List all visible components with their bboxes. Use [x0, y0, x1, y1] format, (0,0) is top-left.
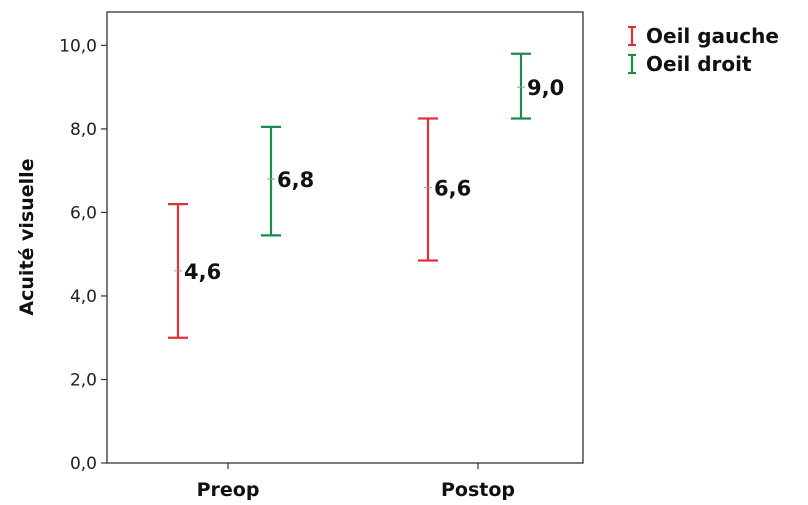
error-bars [168, 52, 531, 339]
error-bar [418, 117, 438, 262]
data-label: 6,8 [277, 168, 314, 192]
data-label: 9,0 [527, 76, 564, 100]
legend-label: Oeil droit [646, 52, 752, 76]
y-axis-label: Acuité visuelle [16, 158, 38, 315]
y-tick-label: 6,0 [70, 203, 97, 223]
y-tick-label: 10,0 [59, 36, 97, 56]
plot-border [106, 11, 584, 464]
y-tick-label: 8,0 [70, 120, 97, 140]
plot-area [106, 11, 584, 464]
legend-label: Oeil gauche [646, 24, 779, 48]
error-bar [261, 125, 281, 237]
legend: Oeil gauche Oeil droit [628, 24, 779, 76]
data-label: 6,6 [434, 176, 471, 200]
x-tick-label: Postop [441, 479, 515, 501]
legend-item: Oeil droit [628, 52, 752, 76]
x-axis: Preop Postop [197, 463, 515, 501]
y-tick-label: 4,0 [70, 287, 97, 307]
legend-item: Oeil gauche [628, 24, 779, 48]
data-label: 4,6 [184, 260, 221, 284]
y-tick-label: 0,0 [70, 454, 97, 474]
x-tick-label: Preop [197, 479, 260, 501]
y-axis: 0,0 2,0 4,0 6,0 8,0 10,0 [59, 36, 107, 474]
error-bar [511, 52, 531, 120]
error-bar [168, 202, 188, 339]
value-labels: 4,6 6,6 6,8 9,0 [184, 76, 564, 284]
y-tick-label: 2,0 [70, 370, 97, 390]
